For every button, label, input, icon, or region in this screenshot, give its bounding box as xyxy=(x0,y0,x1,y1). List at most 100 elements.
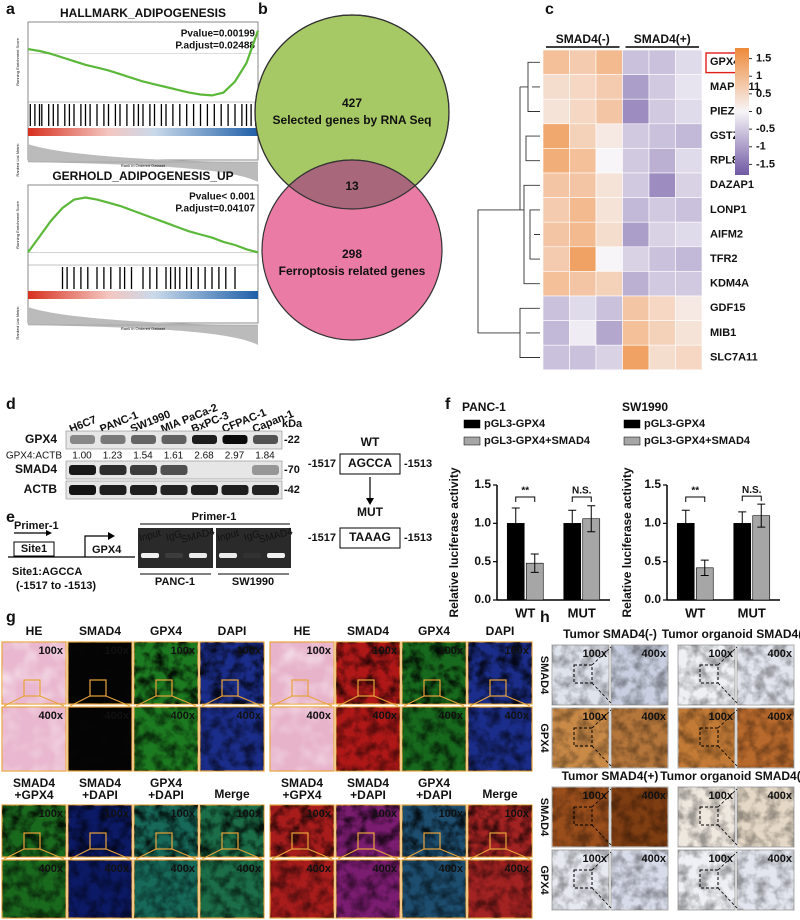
pos: -1517 xyxy=(308,458,336,470)
texture xyxy=(336,860,400,918)
texture xyxy=(2,860,66,918)
pos: -1513 xyxy=(404,532,432,544)
heat-cell xyxy=(595,295,623,321)
y-tick-label: 1.0 xyxy=(474,516,491,530)
box xyxy=(130,465,157,475)
heat-cell xyxy=(648,148,676,174)
magnification: 400x xyxy=(505,710,530,722)
ratio: 2.68 xyxy=(194,451,214,462)
stain-label: GPX4 xyxy=(150,776,182,790)
error-bar xyxy=(681,509,690,537)
box xyxy=(623,419,641,429)
ratio: 1.00 xyxy=(72,451,92,462)
box xyxy=(221,832,239,850)
box xyxy=(339,453,401,475)
rule xyxy=(69,848,91,860)
rule xyxy=(271,848,293,860)
magnification: 100x xyxy=(505,645,530,657)
rule xyxy=(307,695,333,707)
texture xyxy=(737,787,794,847)
band xyxy=(161,435,187,444)
magnification: 100x xyxy=(171,645,196,657)
box xyxy=(463,419,481,429)
rule xyxy=(717,887,738,909)
texture xyxy=(402,642,466,704)
texture xyxy=(611,787,668,847)
magnification: 100x xyxy=(709,790,734,802)
heat-cell xyxy=(595,344,623,371)
texture xyxy=(270,707,334,771)
heat-cell xyxy=(622,295,650,321)
heat-cell xyxy=(569,98,597,125)
heat-cell xyxy=(675,98,703,125)
primer: Primer-1 xyxy=(14,520,59,532)
axis-label: Running Enrichment Score xyxy=(15,200,20,249)
heat-cell xyxy=(675,221,703,248)
heat-cell xyxy=(622,98,650,125)
magnification: 100x xyxy=(237,645,262,657)
colorbar-label: -1 xyxy=(756,141,766,153)
error-bar xyxy=(757,503,766,528)
texture xyxy=(737,708,794,768)
magnification: 100x xyxy=(373,645,398,657)
magnification: 100x xyxy=(505,808,530,820)
site: Site1 xyxy=(21,543,47,555)
box xyxy=(23,832,41,850)
mut-label: MUT xyxy=(357,505,384,519)
panel-letter: f xyxy=(445,396,451,413)
rule xyxy=(271,695,293,707)
gene-label: KDM4A xyxy=(710,278,749,290)
gene-label: GPX4 xyxy=(710,56,740,68)
texture xyxy=(468,707,532,771)
ihc-row: GPX4 xyxy=(538,723,550,753)
ihc-title: Tumor organoid SMAD4(-) xyxy=(662,627,800,641)
magnification: 100x xyxy=(583,790,608,802)
rule xyxy=(403,695,425,707)
texture xyxy=(552,708,609,768)
box xyxy=(130,485,157,495)
stain-label: SMAD4 xyxy=(347,776,389,790)
rule xyxy=(717,824,738,846)
y-tick-label: 1.5 xyxy=(474,477,491,491)
dendrogram xyxy=(512,86,524,211)
stain-label: SMAD4 xyxy=(13,776,55,790)
texture xyxy=(134,805,198,857)
magnification: 400x xyxy=(505,863,530,875)
heat-cell xyxy=(595,98,623,125)
texture xyxy=(200,860,264,918)
significance: N.S. xyxy=(572,486,592,497)
heat-cell xyxy=(542,320,570,346)
ihc-row: GPX4 xyxy=(538,865,550,895)
error-bar xyxy=(511,507,520,540)
magnification: 100x xyxy=(373,808,398,820)
legend-label: pGL3-GPX4 xyxy=(644,418,706,430)
box xyxy=(160,485,188,495)
magnification: 400x xyxy=(39,710,64,722)
panel-letter: a xyxy=(6,1,15,18)
heat-cell xyxy=(675,197,703,223)
heat-cell xyxy=(569,172,597,198)
heat-cell xyxy=(595,246,623,272)
tss xyxy=(84,535,110,557)
box xyxy=(221,485,249,495)
sig-bracket xyxy=(515,496,536,502)
box xyxy=(99,465,127,475)
heat-cell xyxy=(542,271,570,297)
arrow xyxy=(108,532,115,540)
magnification: 400x xyxy=(373,863,398,875)
heat-cell xyxy=(569,123,597,149)
heat-cell xyxy=(622,246,650,272)
rule xyxy=(439,695,465,707)
y-axis-label: Relative luciferase activity xyxy=(620,467,634,617)
heat-cell xyxy=(675,148,703,174)
magnification: 100x xyxy=(237,808,262,820)
gsea-title: HALLMARK_ADIPOGENESIS xyxy=(60,6,226,20)
mut-label: WT xyxy=(361,435,380,449)
box xyxy=(69,465,96,475)
heat-cell xyxy=(542,74,570,100)
rule xyxy=(135,695,157,707)
magnification: 400x xyxy=(768,790,793,802)
stain-label: HE xyxy=(26,624,43,638)
heat-cell xyxy=(569,271,597,297)
